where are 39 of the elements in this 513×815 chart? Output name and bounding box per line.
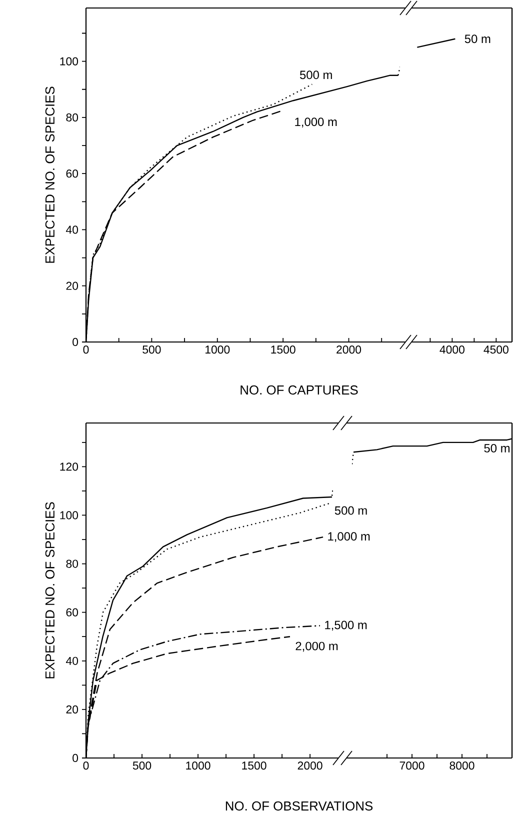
x-tick-label: 4000 <box>440 346 464 354</box>
y-tick-label: 0 <box>72 338 78 346</box>
x-tick-label: 1500 <box>242 762 266 770</box>
series-label: 500 m <box>334 506 367 515</box>
y-tick-label: 120 <box>60 462 78 471</box>
series-label: 1,500 m <box>325 620 367 631</box>
y-tick-label: 20 <box>66 282 78 290</box>
x-tick-label: 1500 <box>271 346 296 354</box>
x-axis-title: NO. OF CAPTURES <box>240 385 358 395</box>
x-tick-label: 500 <box>142 346 161 354</box>
x-tick-label: 1000 <box>206 346 230 354</box>
series-label: 2,000 m <box>296 642 338 652</box>
series-label: 50 m <box>464 34 490 44</box>
x-tick-label: 7000 <box>400 762 424 770</box>
y-tick-label: 100 <box>60 511 78 520</box>
series-label: 500 m <box>300 70 332 80</box>
y-tick-label: 0 <box>72 754 78 762</box>
y-tick-label: 100 <box>60 57 78 66</box>
y-tick-label: 20 <box>66 705 78 714</box>
x-tick-label: 0 <box>83 346 89 354</box>
x-tick-label: 1000 <box>186 762 210 770</box>
y-tick-label: 80 <box>66 560 78 568</box>
series-label: 1,000 m <box>328 532 370 542</box>
x-tick-label: 2000 <box>336 346 362 354</box>
y-tick-label: 40 <box>66 226 78 234</box>
x-tick-label: 500 <box>132 762 152 770</box>
y-tick-label: 60 <box>66 608 78 616</box>
x-tick-label: 0 <box>83 762 89 770</box>
x-tick-label: 2000 <box>298 762 322 770</box>
x-axis-title: NO. OF OBSERVATIONS <box>226 801 373 811</box>
y-tick-label: 80 <box>66 113 78 122</box>
y-tick-label: 60 <box>66 170 78 178</box>
series-label: 1,000 m <box>295 118 337 128</box>
y-axis-title: EXPECTED NO. OF SPECIES <box>45 502 55 678</box>
series-label: 50 m <box>484 444 510 452</box>
y-axis-title: EXPECTED NO. OF SPECIES <box>45 86 55 263</box>
x-tick-label: 4500 <box>484 346 508 354</box>
y-tick-label: 40 <box>66 656 78 665</box>
x-tick-label: 8000 <box>450 762 474 770</box>
